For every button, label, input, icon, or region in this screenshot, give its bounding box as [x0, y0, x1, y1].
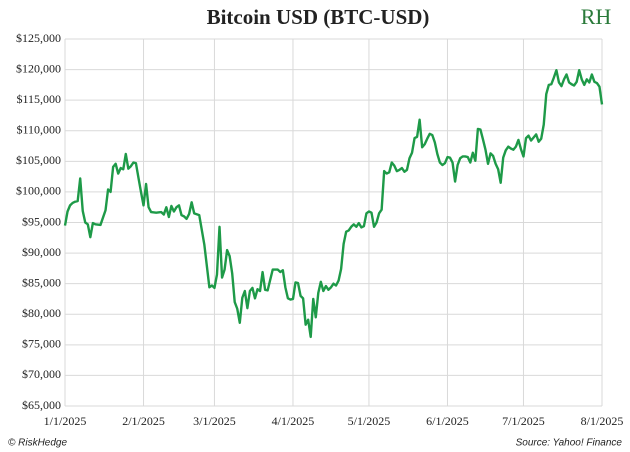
x-tick-label: 3/1/2025	[193, 414, 236, 428]
x-tick-label: 8/1/2025	[581, 414, 624, 428]
x-tick-label: 4/1/2025	[272, 414, 315, 428]
y-tick-label: $90,000	[22, 245, 61, 259]
y-tick-label: $105,000	[16, 153, 61, 167]
footer-right: Source: Yahoo! Finance	[516, 438, 623, 449]
x-tick-label: 5/1/2025	[348, 414, 391, 428]
y-tick-label: $80,000	[22, 306, 61, 320]
y-tick-label: $100,000	[16, 184, 61, 198]
price-line	[63, 68, 604, 339]
y-tick-label: $110,000	[16, 123, 61, 137]
y-tick-label: $75,000	[22, 337, 61, 351]
y-tick-label: $85,000	[22, 275, 61, 289]
y-tick-label: $125,000	[16, 31, 61, 45]
y-tick-label: $95,000	[22, 214, 61, 228]
y-tick-label: $120,000	[16, 61, 61, 75]
x-tick-label: 6/1/2025	[426, 414, 469, 428]
footer-left: © RiskHedge	[8, 438, 67, 449]
chart-title: Bitcoin USD (BTC-USD)	[207, 5, 430, 29]
y-tick-label: $115,000	[16, 92, 61, 106]
x-tick-label: 7/1/2025	[502, 414, 545, 428]
x-tick-label: 1/1/2025	[44, 414, 87, 428]
y-tick-label: $65,000	[22, 398, 61, 412]
logo: RH	[581, 4, 612, 29]
x-tick-label: 2/1/2025	[122, 414, 165, 428]
y-tick-label: $70,000	[22, 367, 61, 381]
